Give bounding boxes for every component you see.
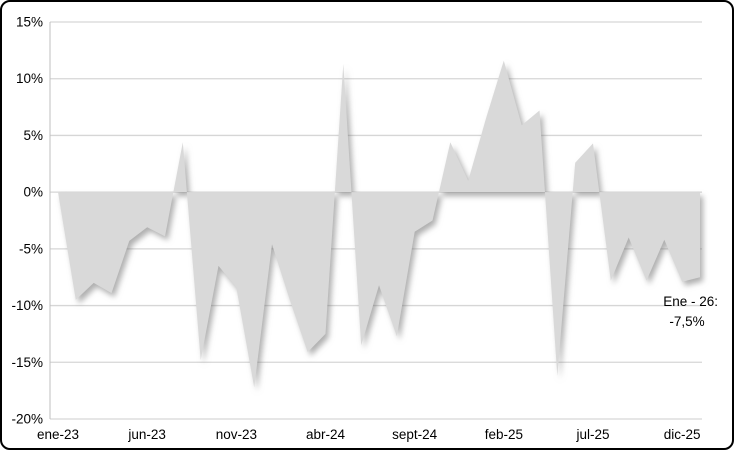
y-tick-label: -20% xyxy=(11,412,43,427)
x-tick-label: jul-25 xyxy=(575,427,609,442)
x-axis-labels: ene-23 jun-23 nov-23 abr-24 sept-24 feb-25 jul… xyxy=(37,427,701,442)
area-chart: 15% 10% 5% 0% -5% -10% -15% -20% ene-23 jun-23 no… xyxy=(11,15,702,442)
y-tick-label: 15% xyxy=(16,15,43,30)
x-tick-label: ene-23 xyxy=(37,427,79,442)
annotation-ene-26: Ene - 26: -7,5% xyxy=(628,292,718,331)
x-tick-label: sept-24 xyxy=(392,427,438,442)
x-tick-label: feb-25 xyxy=(485,427,523,442)
x-tick-label: jun-23 xyxy=(127,427,166,442)
x-tick-label: nov-23 xyxy=(216,427,257,442)
annotation-label: Ene - 26: xyxy=(663,294,718,309)
y-tick-label: -5% xyxy=(19,241,43,256)
x-tick-label: dic-25 xyxy=(664,427,701,442)
area-path xyxy=(58,60,700,388)
y-axis-labels: 15% 10% 5% 0% -5% -10% -15% -20% xyxy=(11,15,43,427)
annotation-value: -7,5% xyxy=(669,313,705,329)
x-tick-label: abr-24 xyxy=(306,427,346,442)
y-tick-label: -10% xyxy=(11,298,43,313)
area-series xyxy=(58,60,700,388)
y-tick-label: 10% xyxy=(16,71,43,86)
y-tick-label: 0% xyxy=(23,185,43,200)
y-tick-label: 5% xyxy=(23,128,43,143)
y-tick-label: -15% xyxy=(11,355,43,370)
